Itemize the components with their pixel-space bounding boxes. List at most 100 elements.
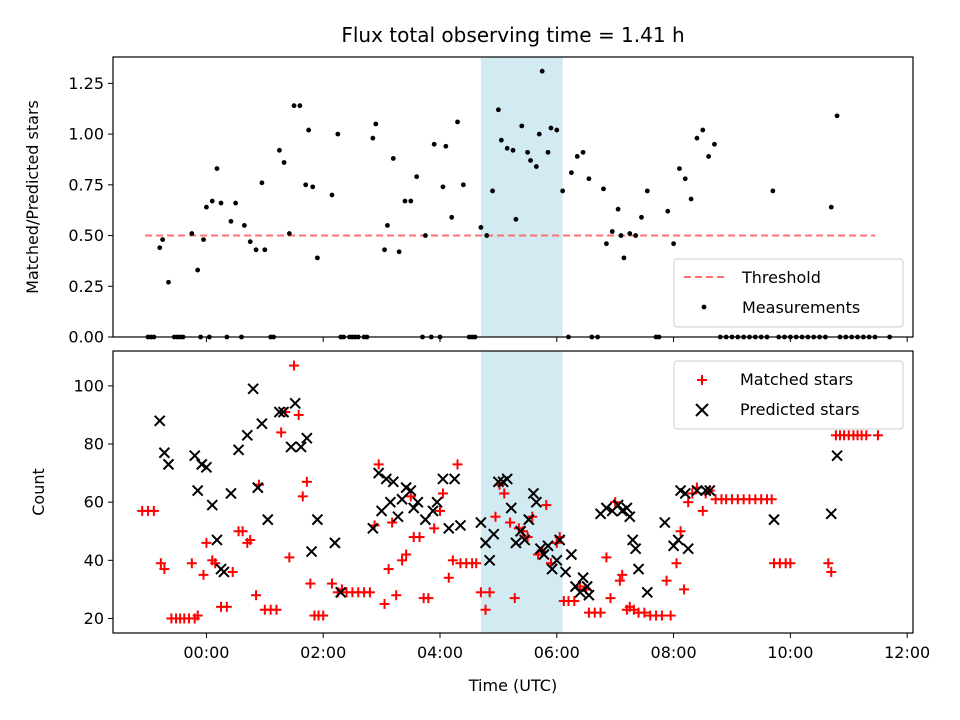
predicted-point [454,519,467,532]
predicted-point [483,554,496,567]
measurement-point [460,182,466,188]
matched-point [383,564,394,575]
predicted-point [285,441,297,453]
measurement-point [498,137,504,143]
predicted-point-b [218,566,230,578]
bottom-y-axis-label: Count [29,468,48,516]
top-axes-frame [112,56,914,338]
predicted-point [241,429,254,442]
predicted-point-b [479,537,492,549]
measurement-point [688,196,694,202]
predicted-point-b [768,513,780,526]
matched-point [683,497,694,508]
matched-point [405,491,416,502]
predicted-point [679,487,691,500]
matched-point [639,607,650,618]
legend-x-mark [695,403,709,417]
predicted-point [612,499,624,511]
matched-point [429,523,440,534]
matched-point [679,584,690,595]
legend-matched-label: Matched stars [740,370,853,389]
predicted-point-b [335,586,347,599]
measurement-point [195,267,201,273]
predicted-point-b [627,534,639,546]
matched-point [155,558,166,569]
measurement-point [633,233,639,238]
matched-point [471,558,482,569]
matched-point [391,590,402,601]
matched-point [289,360,300,371]
predicted-point-b [546,563,558,575]
predicted-point-b [538,548,550,561]
measurement-point [478,225,484,230]
matched-point [237,526,248,537]
predicted-point [565,548,578,561]
predicted-point-b [565,548,578,561]
predicted-point-b [311,513,324,526]
predicted-point [825,508,837,520]
top-panel: 0.00 0.25 0.50 0.75 1.00 1.25 Flux total obse… [23,23,914,347]
predicted-point-b [530,496,543,508]
predicted-point [691,484,703,497]
top-y-tick-label: 0.25 [68,277,104,296]
predicted-point-b [408,502,420,514]
predicted-point [505,502,517,514]
predicted-point [583,589,595,601]
matched-point [423,593,434,604]
measurement-point [490,188,495,194]
predicted-point [256,417,268,430]
x-tick-label: 04:00 [417,643,463,662]
matched-point [379,598,390,609]
measurement-point [277,147,282,153]
matched-point [192,610,203,621]
matched-point [221,601,232,612]
matched-point [447,555,458,566]
matched-point [452,459,463,470]
legend-measurements-swatch [701,304,707,310]
matched-point [245,534,256,545]
predicted-point [538,548,550,561]
measurement-point [574,154,580,159]
top-y-tick-label: 0.75 [68,175,104,194]
predicted-point-b [679,487,691,500]
measurement-point [554,127,560,133]
predicted-point [162,458,175,471]
measurement-point [677,166,682,171]
measurement-point [443,143,449,149]
matched-point [541,500,552,511]
measurement-point [310,184,316,190]
matched-point [227,566,238,577]
predicted-point [621,502,633,514]
matched-point [671,558,682,569]
measurement-point [291,103,297,109]
legend-matched-swatch [697,375,707,385]
predicted-point [305,545,318,558]
predicted-point [392,511,404,523]
predicted-point [768,513,780,526]
predicted-point [501,473,513,485]
measurement-point [539,68,545,74]
predicted-point [518,534,531,546]
legend-threshold-label: Threshold [741,268,821,287]
measurement-point [644,188,650,194]
measurement-point [682,176,688,182]
matched-point [484,587,495,598]
predicted-point [534,542,547,555]
measurement-point [440,184,446,190]
predicted-point-b [396,493,408,505]
predicted-point-b [612,499,624,511]
predicted-point-b [674,484,687,497]
predicted-point [437,473,449,485]
predicted-point [577,572,589,584]
predicted-point [262,513,274,526]
predicted-point-b [405,484,417,497]
predicted-point-b [232,444,245,456]
measurement-point [671,241,676,247]
matched-point [251,590,262,601]
bottom-y-tick-label: 20 [84,609,104,628]
x-tick-label: 08:00 [651,643,697,662]
measurement-point [604,241,609,247]
predicted-point [448,473,461,485]
